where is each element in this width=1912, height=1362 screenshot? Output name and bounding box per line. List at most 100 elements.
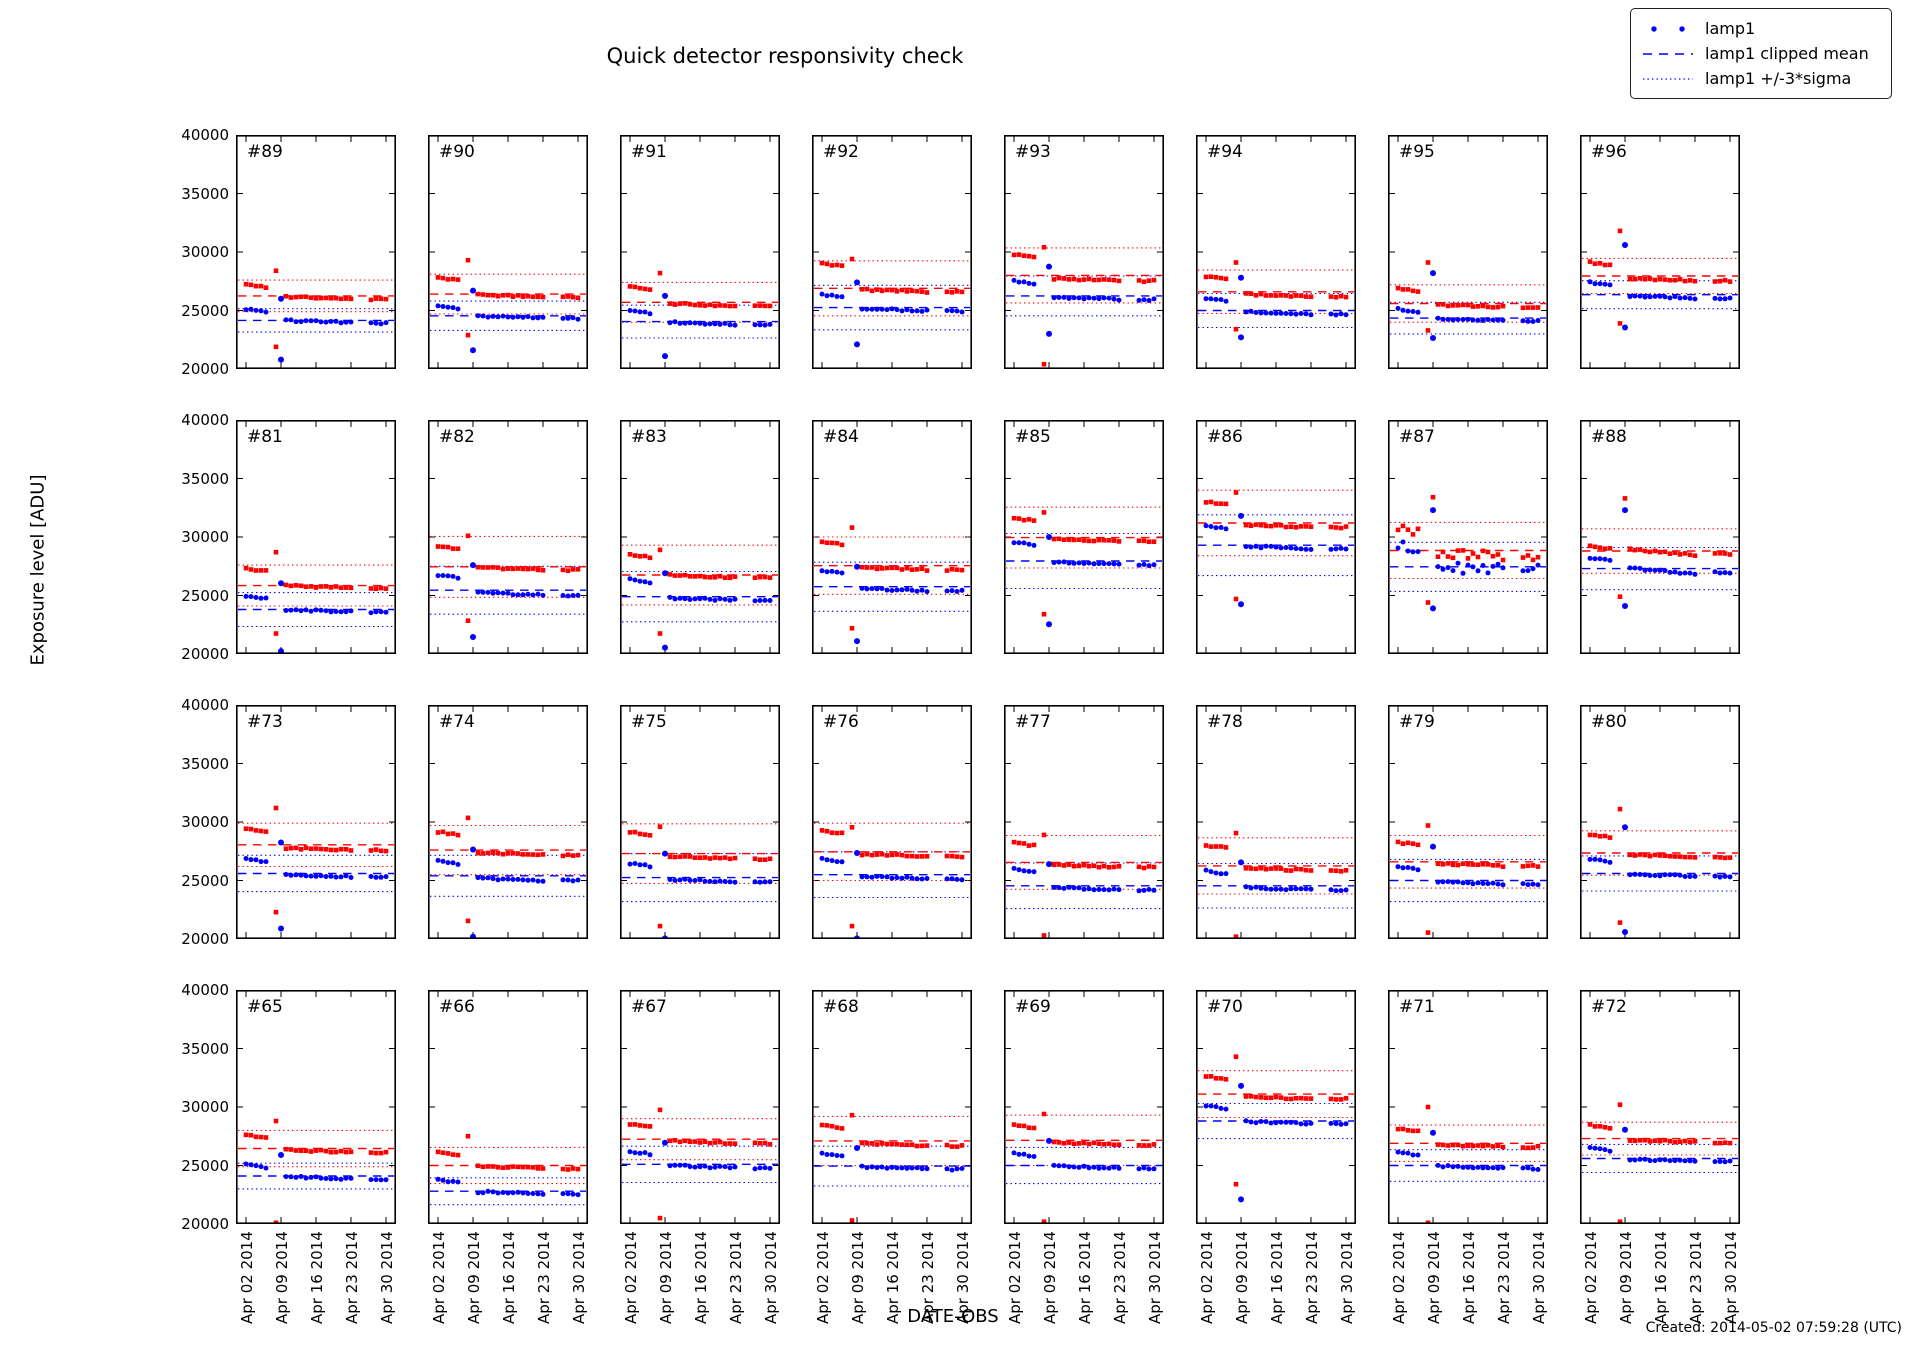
subplot-92: #92	[812, 135, 972, 369]
panel-id-label: #71	[1399, 997, 1435, 1017]
subplot-87: #87	[1388, 420, 1548, 654]
panel-plot-83	[620, 420, 780, 654]
panel-id-label: #86	[1207, 427, 1243, 447]
panel-id-label: #70	[1207, 997, 1243, 1017]
panel-id-label: #94	[1207, 142, 1243, 162]
subplot-83: #83	[620, 420, 780, 654]
y-tick-label: 20000	[181, 645, 229, 663]
x-tick-label: Apr 23 2014	[535, 1231, 553, 1324]
subplot-84: #84	[812, 420, 972, 654]
panel-plot-80	[1580, 705, 1740, 939]
panel-id-label: #66	[439, 997, 475, 1017]
panel-plot-86	[1196, 420, 1356, 654]
legend-label: lamp1 +/-3*sigma	[1705, 69, 1852, 88]
panel-id-label: #82	[439, 427, 475, 447]
subplot-65: #65 40000 35000 30000 25000 20000 Apr 02 2014 A…	[181, 981, 396, 1324]
panel-id-label: #78	[1207, 712, 1243, 732]
x-tick-label: Apr 23 2014	[343, 1231, 361, 1324]
panel-id-label: #68	[823, 997, 859, 1017]
panel-plot-92	[812, 135, 972, 369]
x-tick-label: Apr 23 2014	[1303, 1231, 1321, 1324]
y-tick-label: 20000	[181, 930, 229, 948]
x-tick-label: Apr 23 2014	[1687, 1231, 1705, 1324]
subplot-67: #67 Apr 02 2014 Apr 09 2014 Apr 16 2014 Apr …	[620, 990, 780, 1324]
legend-marker-dots-icon	[1651, 25, 1685, 32]
x-axis-label: DATE-OBS	[907, 1306, 999, 1327]
panel-id-label: #84	[823, 427, 859, 447]
panel-id-label: #95	[1399, 142, 1435, 162]
panel-id-label: #88	[1591, 427, 1627, 447]
subplot-91: #91	[620, 135, 780, 369]
subplot-85: #85	[1004, 420, 1164, 654]
y-tick-label: 40000	[181, 696, 229, 714]
y-tick-label: 20000	[181, 360, 229, 378]
panel-plot-87	[1388, 420, 1548, 654]
panel-plot-74	[428, 705, 588, 939]
subplot-94: #94	[1196, 135, 1356, 369]
panel-plot-82	[428, 420, 588, 654]
x-tick-label: Apr 23 2014	[1495, 1231, 1513, 1324]
y-tick-label: 40000	[181, 981, 229, 999]
x-tick-label: Apr 23 2014	[1111, 1231, 1129, 1324]
panel-id-label: #79	[1399, 712, 1435, 732]
legend-label: lamp1 clipped mean	[1705, 44, 1869, 63]
x-tick-label: Apr 02 2014	[430, 1231, 448, 1324]
x-tick-label: Apr 09 2014	[1233, 1231, 1251, 1324]
panel-plot-88	[1580, 420, 1740, 654]
subplot-grid: #89 40000 35000 30000 25000 20000 #90 #91 #92 #93…	[181, 126, 1740, 1324]
legend-label: lamp1	[1705, 19, 1756, 38]
subplot-80: #80	[1580, 705, 1740, 939]
panel-id-label: #93	[1015, 142, 1051, 162]
x-tick-label: Apr 16 2014	[500, 1231, 518, 1324]
y-tick-label: 35000	[181, 184, 229, 203]
x-tick-label: Apr 16 2014	[1460, 1231, 1478, 1324]
x-tick-label: Apr 02 2014	[1198, 1231, 1216, 1324]
x-tick-label: Apr 16 2014	[1268, 1231, 1286, 1324]
x-tick-label: Apr 30 2014	[954, 1231, 972, 1324]
panel-plot-71	[1388, 990, 1548, 1224]
subplot-70: #70 Apr 02 2014 Apr 09 2014 Apr 16 2014 Apr …	[1196, 990, 1356, 1324]
panel-id-label: #96	[1591, 142, 1627, 162]
panel-id-label: #65	[247, 997, 283, 1017]
panel-plot-75	[620, 705, 780, 939]
panel-id-label: #90	[439, 142, 475, 162]
y-tick-label: 30000	[181, 243, 229, 261]
x-tick-label: Apr 02 2014	[814, 1231, 832, 1324]
panel-plot-95	[1388, 135, 1548, 369]
x-tick-label: Apr 02 2014	[622, 1231, 640, 1324]
subplot-96: #96	[1580, 135, 1740, 369]
y-tick-label: 35000	[181, 1039, 229, 1058]
y-tick-label: 30000	[181, 813, 229, 831]
subplot-86: #86	[1196, 420, 1356, 654]
legend: lamp1 lamp1 clipped mean lamp1 +/-3*sigma	[1630, 8, 1892, 99]
subplot-82: #82	[428, 420, 588, 654]
subplot-77: #77	[1004, 705, 1164, 939]
panel-plot-91	[620, 135, 780, 369]
legend-entry: lamp1	[1639, 16, 1881, 41]
panel-plot-73	[236, 705, 396, 939]
x-tick-label: Apr 02 2014	[238, 1231, 256, 1324]
panel-plot-84	[812, 420, 972, 654]
x-tick-label: Apr 30 2014	[378, 1231, 396, 1324]
panel-id-label: #87	[1399, 427, 1435, 447]
legend-marker-dotted-icon	[1643, 77, 1693, 80]
x-tick-label: Apr 16 2014	[308, 1231, 326, 1324]
x-tick-label: Apr 30 2014	[1146, 1231, 1164, 1324]
panel-plot-67	[620, 990, 780, 1224]
subplot-66: #66 Apr 02 2014 Apr 09 2014 Apr 16 2014 Apr …	[428, 990, 588, 1324]
x-tick-label: Apr 30 2014	[1722, 1231, 1740, 1324]
subplot-81: #81 40000 35000 30000 25000 20000	[181, 411, 396, 663]
legend-entry: lamp1 +/-3*sigma	[1639, 66, 1881, 91]
x-tick-label: Apr 30 2014	[1530, 1231, 1548, 1324]
panel-id-label: #72	[1591, 997, 1627, 1017]
panel-plot-96	[1580, 135, 1740, 369]
subplot-76: #76	[812, 705, 972, 939]
x-tick-label: Apr 09 2014	[1041, 1231, 1059, 1324]
panel-plot-93	[1004, 135, 1164, 369]
subplot-79: #79	[1388, 705, 1548, 939]
x-tick-label: Apr 09 2014	[849, 1231, 867, 1324]
y-tick-label: 25000	[181, 1156, 229, 1175]
x-tick-label: Apr 30 2014	[1338, 1231, 1356, 1324]
subplot-78: #78	[1196, 705, 1356, 939]
subplot-69: #69 Apr 02 2014 Apr 09 2014 Apr 16 2014 Apr …	[1004, 990, 1164, 1324]
